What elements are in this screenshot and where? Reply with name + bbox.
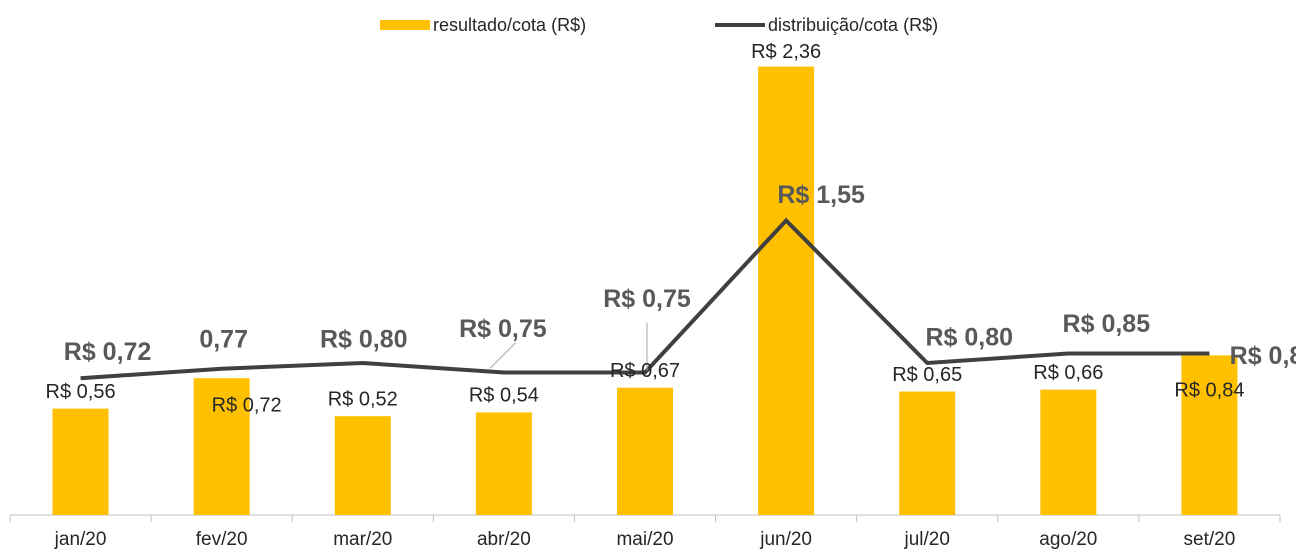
line-label: R$ 0,75 <box>459 315 547 343</box>
bar-label: R$ 0,84 <box>1174 380 1244 402</box>
x-tick-label: set/20 <box>1184 529 1236 550</box>
bar <box>617 387 673 515</box>
line-label: 0,77 <box>199 325 248 353</box>
x-tick-label: mai/20 <box>616 529 673 550</box>
bar <box>193 378 250 515</box>
bar-label: R$ 0,67 <box>610 360 680 382</box>
bar-label: R$ 2,36 <box>751 41 821 63</box>
bar <box>1181 355 1238 515</box>
bar-label: R$ 0,54 <box>469 385 539 407</box>
line-label: R$ 0,75 <box>603 285 691 313</box>
legend-label: distribuição/cota (R$) <box>768 15 938 35</box>
line-label: R$ 0,72 <box>64 338 152 366</box>
x-tick-label: jan/20 <box>54 529 107 550</box>
x-tick-label: ago/20 <box>1039 529 1097 550</box>
bar <box>899 391 956 515</box>
bar <box>1040 389 1097 515</box>
x-tick-label: fev/20 <box>196 529 248 550</box>
line-label: R$ 0,80 <box>925 324 1013 352</box>
x-tick-label: jul/20 <box>904 529 950 550</box>
bar <box>52 408 109 515</box>
line-label: R$ 1,55 <box>777 181 865 209</box>
bar-label: R$ 0,52 <box>328 388 398 410</box>
bar-label: R$ 0,56 <box>46 381 116 403</box>
line-label: R$ 0,80 <box>320 326 408 354</box>
bar-label: R$ 0,66 <box>1033 362 1103 384</box>
bar-label: R$ 0,65 <box>892 364 962 386</box>
legend-label: resultado/cota (R$) <box>433 15 586 35</box>
line-label: R$ 0,85 <box>1063 310 1151 338</box>
bar-label: R$ 0,72 <box>212 394 282 416</box>
x-tick-label: mar/20 <box>333 529 392 550</box>
x-tick-label: jun/20 <box>759 529 812 550</box>
bar <box>475 412 532 515</box>
line <box>80 217 1210 381</box>
x-tick-label: abr/20 <box>477 529 531 550</box>
bar <box>334 416 391 515</box>
bar <box>758 66 815 515</box>
legend-swatch <box>380 20 430 30</box>
leader-line <box>489 342 517 369</box>
line-label: R$ 0,85 <box>1230 342 1296 370</box>
